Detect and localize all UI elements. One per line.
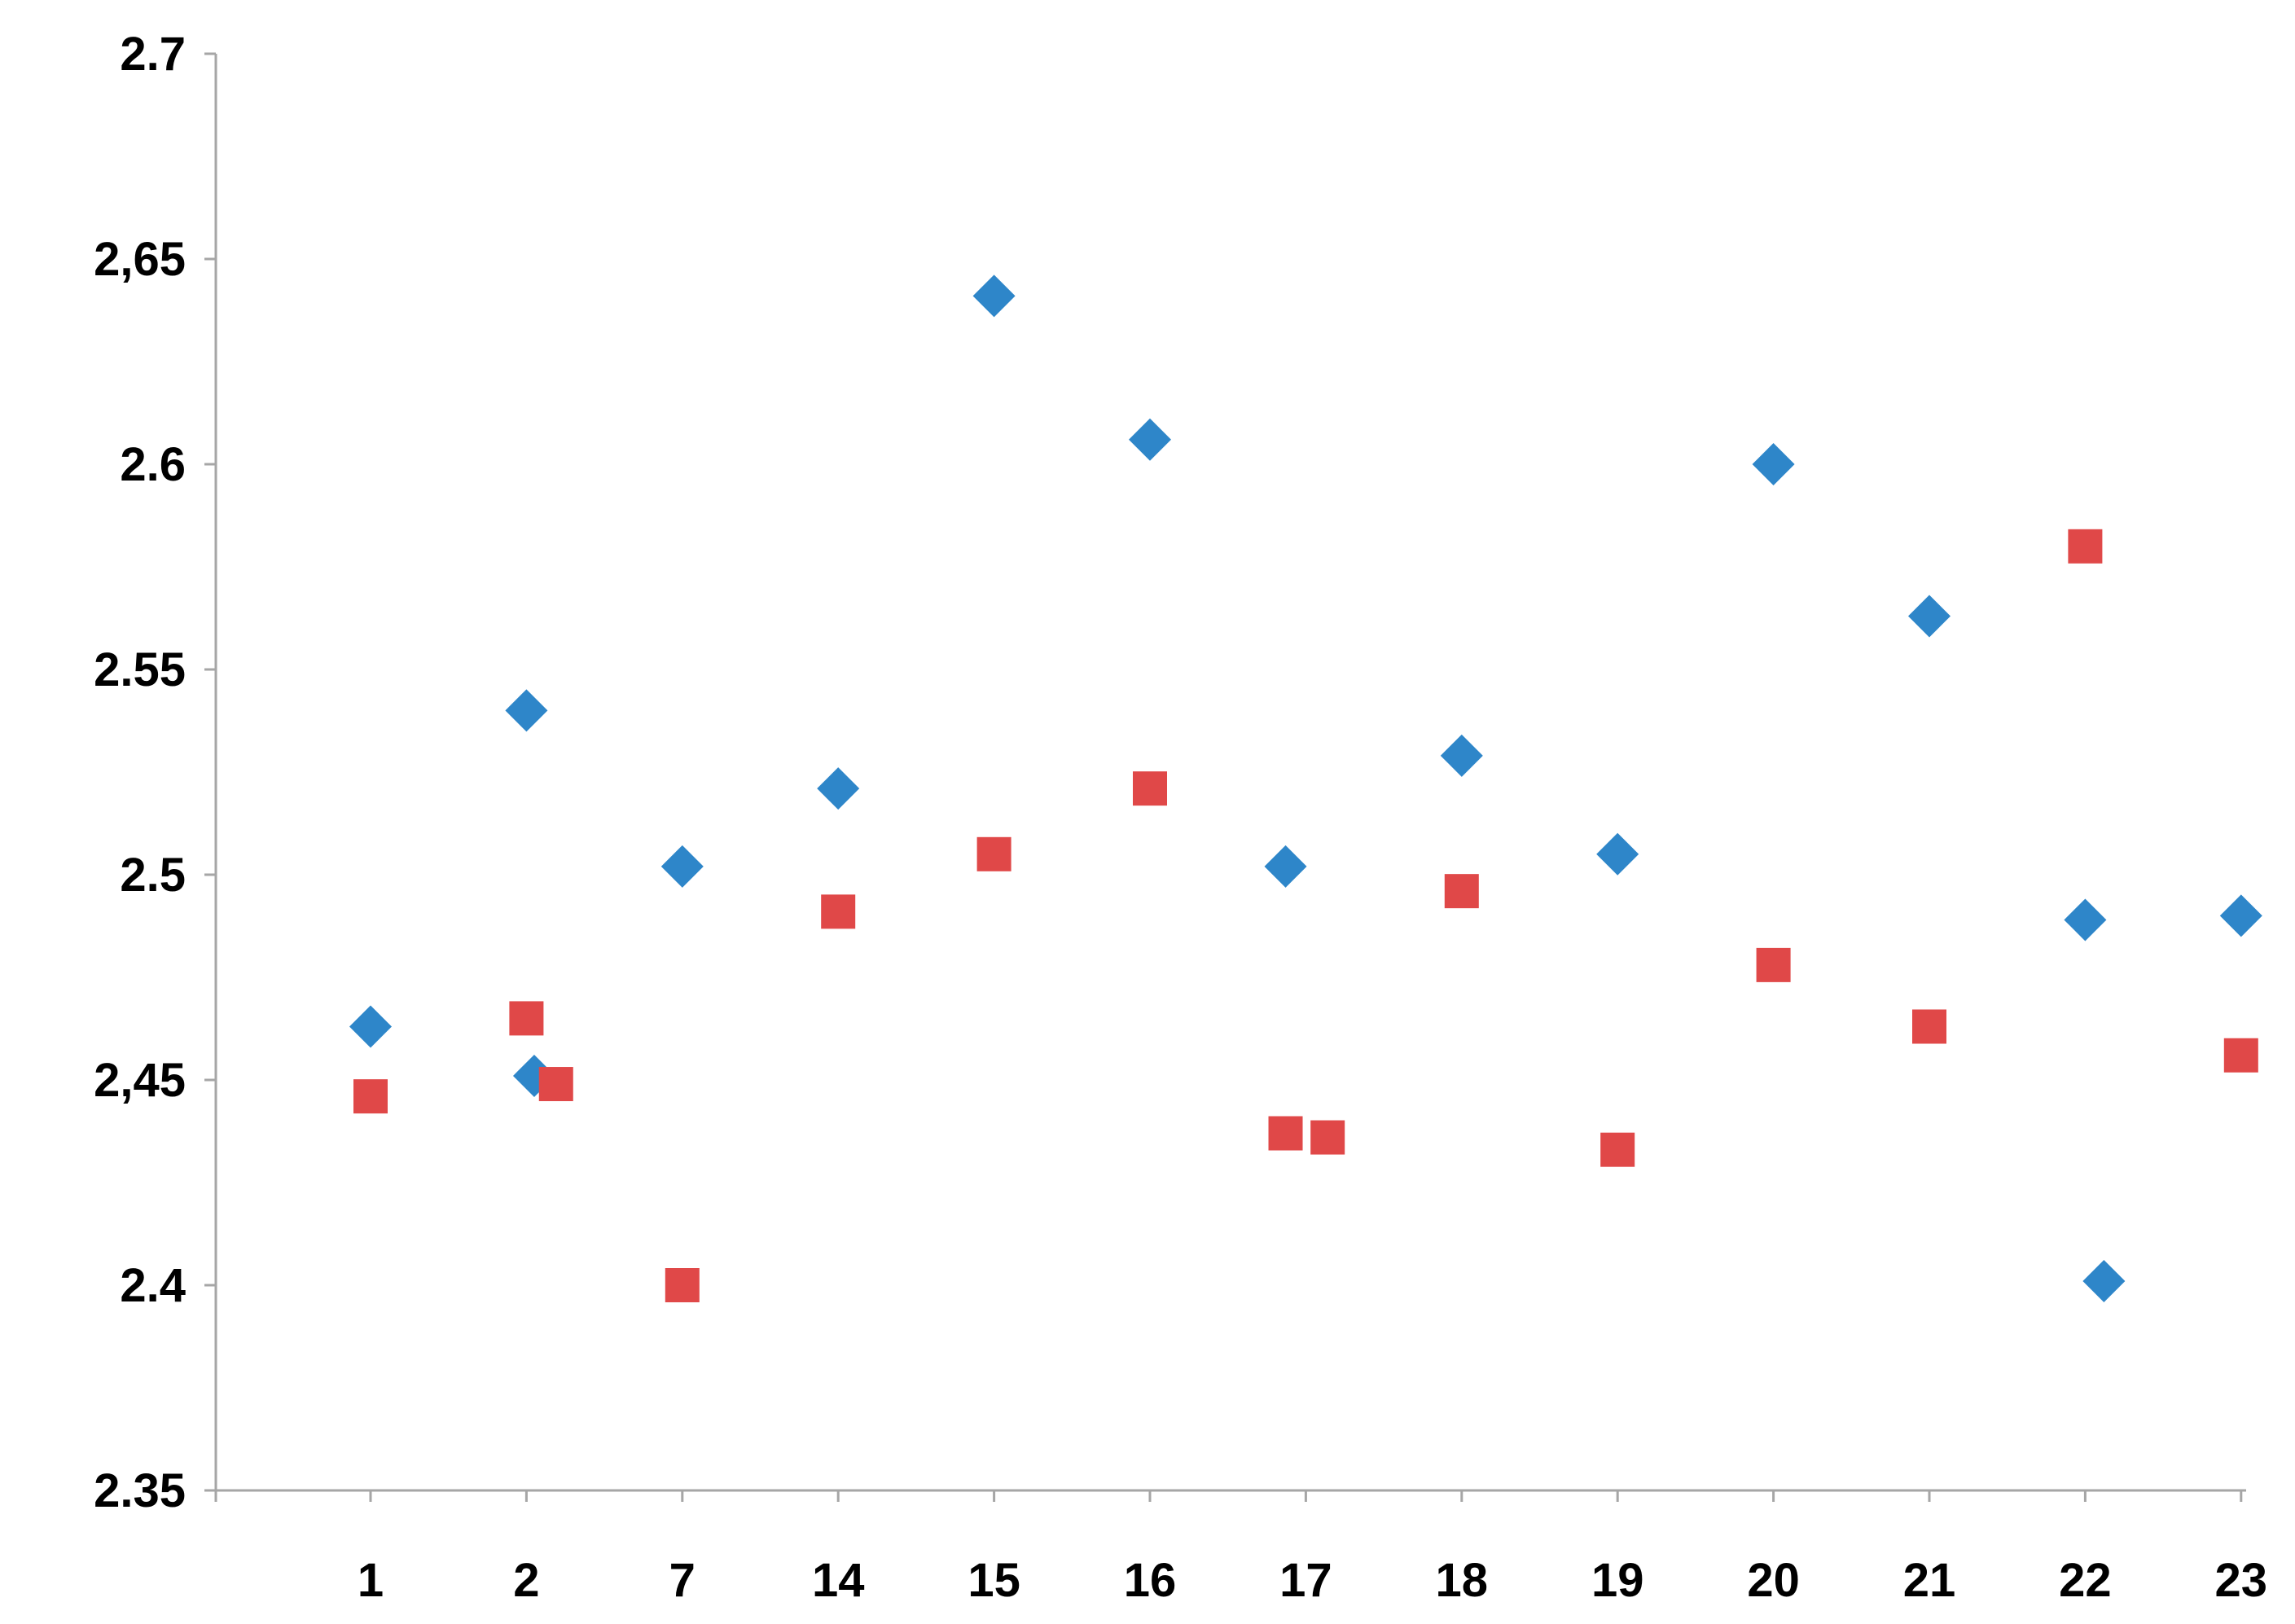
x-tick-label: 7 xyxy=(669,1554,696,1607)
square-point xyxy=(2223,1038,2258,1073)
y-tick-label: 2,45 xyxy=(94,1054,186,1107)
square-point xyxy=(1912,1009,1946,1044)
x-tick-label: 1 xyxy=(358,1554,384,1607)
x-tick-label: 16 xyxy=(1124,1554,1177,1607)
series-layer xyxy=(349,274,2262,1302)
diamond-point xyxy=(972,274,1016,318)
y-tick-label: 2.4 xyxy=(120,1259,186,1312)
x-tick-label: 14 xyxy=(812,1554,865,1607)
square-point xyxy=(1133,771,1167,806)
diamond-point xyxy=(2082,1259,2126,1302)
y-tick-label: 2.5 xyxy=(120,849,186,902)
x-tick-label: 23 xyxy=(2215,1554,2268,1607)
x-tick-label: 2 xyxy=(513,1554,539,1607)
diamond-point xyxy=(817,767,860,810)
square-point xyxy=(821,894,856,929)
diamond-point xyxy=(505,689,548,732)
series-2 xyxy=(353,529,2258,1302)
y-tick-label: 2,65 xyxy=(94,233,186,286)
y-tick-label: 2.7 xyxy=(120,28,186,81)
y-tick-label: 2.55 xyxy=(94,643,186,696)
square-point xyxy=(538,1067,573,1102)
diamond-point xyxy=(1129,418,1171,461)
x-tick-label: 20 xyxy=(1747,1554,1800,1607)
diamond-point xyxy=(1596,832,1639,876)
square-point xyxy=(665,1268,700,1302)
series-1 xyxy=(349,274,2262,1302)
x-tick-label: 17 xyxy=(1279,1554,1332,1607)
square-point xyxy=(353,1079,388,1114)
x-tick-label: 22 xyxy=(2059,1554,2112,1607)
diamond-point xyxy=(349,1005,392,1048)
diamond-point xyxy=(1440,734,1483,777)
square-point xyxy=(1600,1132,1635,1167)
x-tick-label: 19 xyxy=(1591,1554,1644,1607)
y-tick-label: 2.6 xyxy=(120,438,186,491)
square-point xyxy=(1444,874,1479,909)
square-point xyxy=(1310,1120,1345,1155)
diamond-point xyxy=(2064,898,2107,941)
y-axis-ticks xyxy=(204,52,216,1492)
x-axis-ticks xyxy=(214,1490,2243,1502)
square-point xyxy=(2068,529,2103,564)
square-point xyxy=(509,1001,544,1036)
y-axis-tick-labels: 2.35 2.4 2,45 2.5 2.55 2.6 2,65 2.7 xyxy=(94,28,186,1517)
x-tick-label: 18 xyxy=(1436,1554,1489,1607)
square-point xyxy=(1268,1116,1303,1151)
diamond-point xyxy=(1908,595,1951,638)
x-axis-tick-labels: 1 2 7 14 15 16 17 18 19 20 21 22 23 xyxy=(358,1554,2267,1607)
diamond-point xyxy=(660,845,704,888)
x-tick-label: 21 xyxy=(1903,1554,1956,1607)
y-tick-label: 2.35 xyxy=(94,1464,186,1517)
diamond-point xyxy=(1752,443,1795,485)
x-tick-label: 15 xyxy=(968,1554,1020,1607)
diamond-point xyxy=(2219,894,2262,937)
square-point xyxy=(1756,947,1791,982)
diamond-point xyxy=(1264,845,1307,888)
square-point xyxy=(976,836,1011,871)
